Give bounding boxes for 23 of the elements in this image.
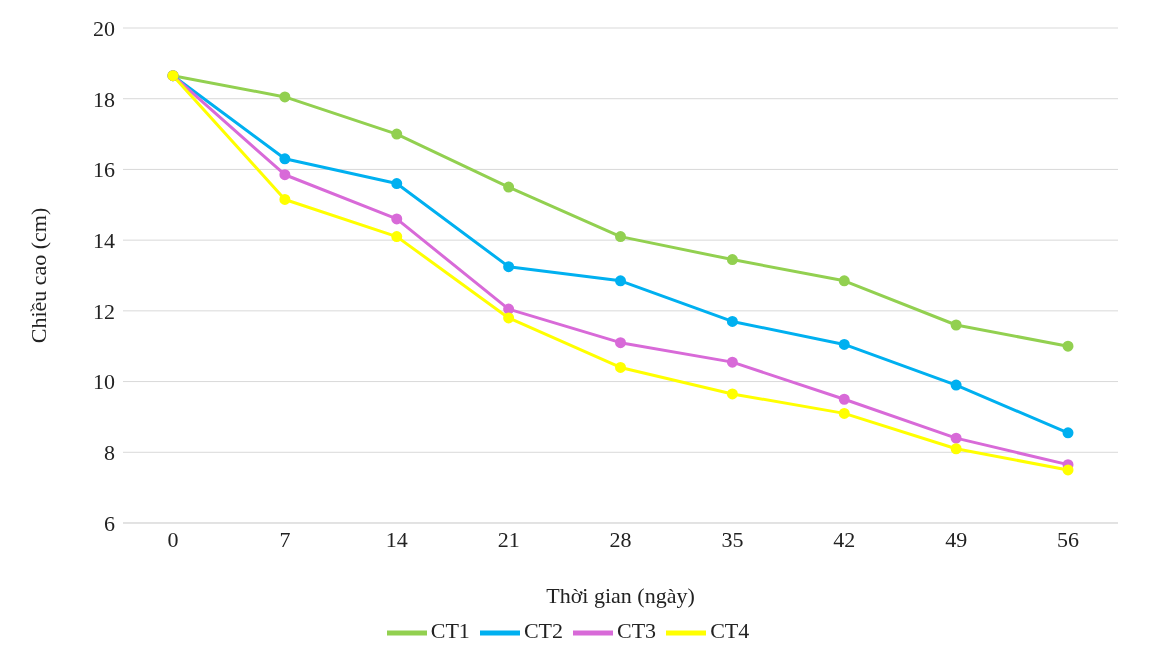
x-tick-label: 7	[279, 526, 291, 552]
y-tick-label: 20	[93, 15, 115, 41]
legend-label: CT4	[710, 618, 750, 644]
y-tick-label: 12	[93, 298, 115, 324]
y-tick-label: 6	[104, 510, 115, 536]
x-tick-label: 0	[167, 526, 179, 552]
x-tick-label: 49	[945, 526, 968, 552]
x-tick-label: 35	[721, 526, 744, 552]
legend-label: CT2	[523, 618, 563, 644]
y-tick-label: 18	[93, 86, 115, 112]
x-tick-label: 28	[609, 526, 632, 552]
legend-label: CT3	[617, 618, 657, 644]
x-tick-label: 56	[1057, 526, 1079, 552]
y-tick-label: 10	[93, 369, 115, 395]
y-tick-label: 8	[104, 440, 115, 466]
x-tick-label: 14	[385, 526, 408, 552]
x-tick-label: 21	[497, 526, 520, 552]
legend-label: CT1	[430, 618, 470, 644]
y-tick-label: 14	[93, 227, 115, 253]
x-axis-title: Thời gian (ngày)	[546, 583, 695, 608]
y-tick-label: 16	[93, 157, 115, 183]
x-tick-label: 42	[833, 526, 856, 552]
y-axis-title: Chiều cao (cm)	[25, 207, 51, 344]
